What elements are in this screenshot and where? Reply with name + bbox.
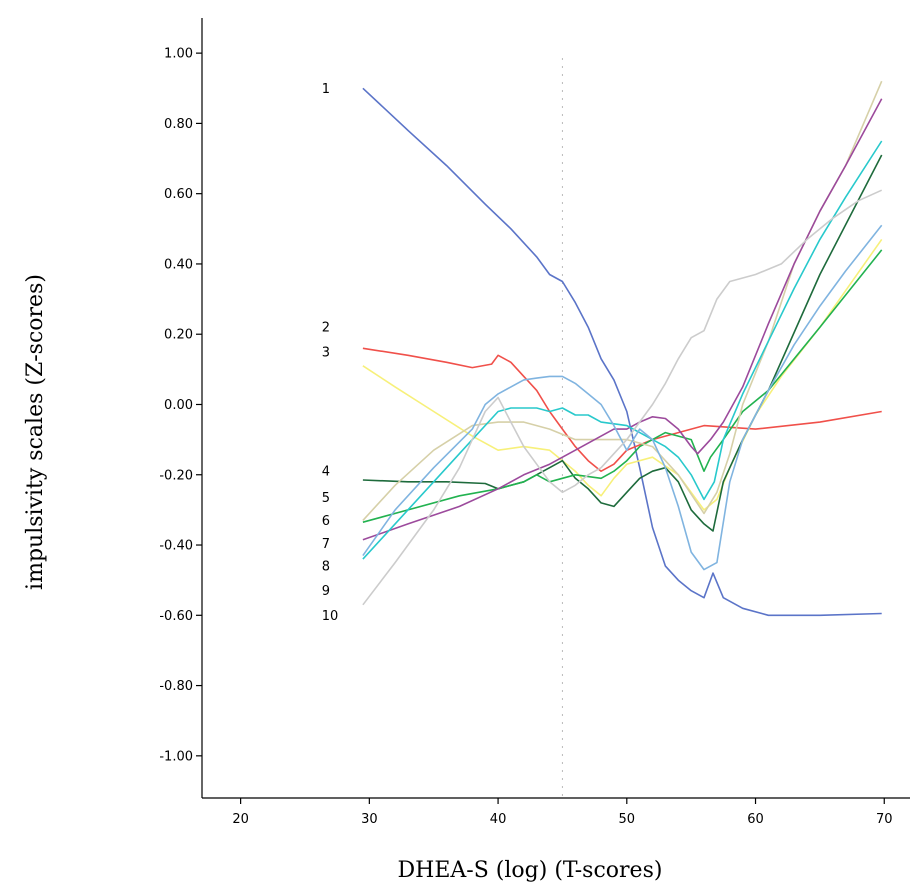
series-line-1: [362, 87, 882, 617]
y-tick-label: -1.00: [159, 749, 193, 764]
series-line-10: [362, 189, 883, 606]
series-line-9: [362, 224, 883, 571]
y-tick-label: 0.80: [164, 117, 193, 132]
x-axis-title: DHEA-S (log) (T-scores): [398, 858, 663, 883]
series-label-5: 5: [322, 491, 330, 506]
y-tick-label: -0.40: [159, 539, 193, 554]
y-tick-label: -0.60: [159, 609, 193, 624]
series-labels: 1 2 3 4 5 6 7 8 9 10: [322, 82, 339, 624]
series-label-6: 6: [322, 514, 330, 529]
y-tick-label: -0.20: [159, 468, 193, 483]
series-label-10: 10: [322, 609, 339, 624]
series-label-4: 4: [322, 465, 330, 480]
y-axis-ticks: 1.00 0.80 0.60 0.40 0.20 0.00 -0.20 -0.40 -0.60 -…: [159, 47, 202, 764]
series-line-2: [362, 347, 882, 472]
series-label-9: 9: [322, 584, 330, 599]
series-label-2: 2: [322, 321, 330, 336]
series-line-6: [362, 80, 883, 521]
x-tick-label: 70: [876, 812, 893, 827]
y-tick-label: 0.00: [164, 398, 193, 413]
series-line-5: [362, 249, 883, 523]
x-tick-label: 20: [232, 812, 249, 827]
x-tick-label: 60: [747, 812, 764, 827]
y-axis-title: impulsivity scales (Z-scores): [23, 274, 48, 590]
y-tick-label: 0.40: [164, 257, 193, 272]
series-line-3: [362, 238, 883, 511]
y-tick-label: -0.80: [159, 679, 193, 694]
series-label-1: 1: [322, 82, 330, 97]
series-line-7: [362, 98, 883, 541]
series-label-8: 8: [322, 560, 330, 575]
series-lines: [362, 80, 883, 617]
series-line-8: [362, 140, 883, 560]
x-axis-ticks: 20 30 40 50 60 70: [232, 798, 893, 827]
x-tick-label: 40: [490, 812, 507, 827]
series-label-3: 3: [322, 345, 330, 360]
x-tick-label: 30: [361, 812, 378, 827]
y-tick-label: 1.00: [164, 47, 193, 62]
series-label-7: 7: [322, 537, 330, 552]
plot-frame-group: [201, 18, 910, 799]
y-tick-label: 0.20: [164, 328, 193, 343]
x-tick-label: 50: [619, 812, 636, 827]
y-tick-label: 0.60: [164, 187, 193, 202]
